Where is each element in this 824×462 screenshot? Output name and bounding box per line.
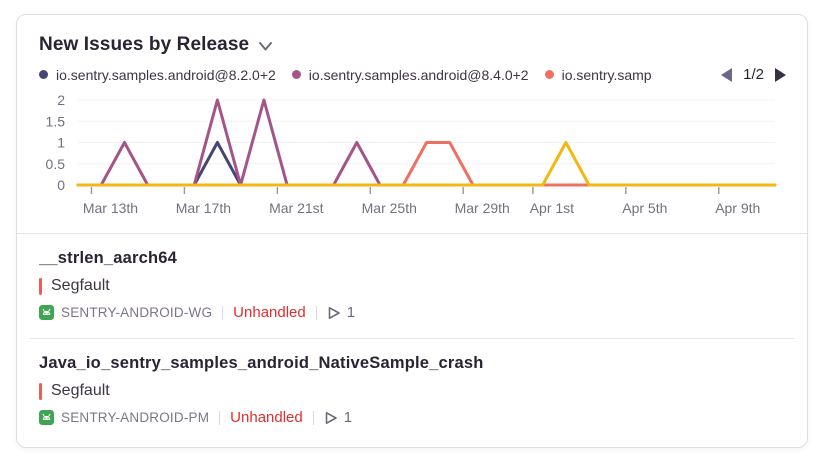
android-icon — [39, 410, 54, 425]
error-level-bar — [39, 277, 42, 295]
divider — [222, 305, 224, 320]
divider — [219, 410, 221, 425]
x-axis-tick-label: Mar 25th — [362, 200, 417, 216]
android-icon — [39, 305, 54, 320]
legend-series-label: io.sentry.samples.android@8.4.0+2 — [308, 66, 529, 83]
widget-title-row: New Issues by Release — [39, 34, 786, 56]
legend-item[interactable]: io.sentry.samples.android@8.2.0+2 — [39, 67, 276, 83]
issue-meta-row: SENTRY-ANDROID-WG Unhandled 1 — [39, 304, 785, 321]
project-slug[interactable]: SENTRY-ANDROID-PM — [61, 410, 210, 425]
issue-row[interactable]: Java_io_sentry_samples_android_NativeSam… — [17, 339, 807, 443]
y-axis-tick-label: 0 — [57, 177, 65, 193]
x-axis-tick-label: Apr 1st — [530, 200, 574, 216]
issue-subtitle-row: Segfault — [39, 382, 785, 400]
legend-items: io.sentry.samples.android@8.2.0+2 io.sen… — [39, 67, 711, 83]
legend-series-dot — [291, 70, 301, 79]
project-slug[interactable]: SENTRY-ANDROID-WG — [61, 305, 213, 320]
issues-list: __strlen_aarch64 Segfault SENTRY-ANDROID… — [17, 234, 807, 447]
issue-row[interactable]: __strlen_aarch64 Segfault SENTRY-ANDROID… — [17, 234, 807, 338]
divider — [17, 233, 807, 234]
chart-legend: io.sentry.samples.android@8.2.0+2 io.sen… — [39, 66, 786, 83]
widget-title[interactable]: New Issues by Release — [39, 34, 250, 55]
issue-type: Segfault — [51, 277, 110, 294]
x-axis-tick-label: Mar 17th — [176, 200, 231, 216]
y-axis-tick-label: 2 — [57, 92, 65, 108]
widget-header: New Issues by Release io.sentry.samples.… — [39, 34, 786, 83]
events-count: 1 — [346, 304, 356, 321]
issue-title[interactable]: Java_io_sentry_samples_android_NativeSam… — [39, 354, 484, 372]
x-axis-tick-label: Mar 13th — [83, 200, 138, 216]
divider — [315, 305, 317, 320]
issue-meta-row: SENTRY-ANDROID-PM Unhandled 1 — [39, 409, 785, 426]
events-count-icon — [325, 411, 337, 424]
new-issues-line-chart[interactable]: 0 0.5 1 1.5 2 Mar 13th Mar 17th Mar 21st Mar 25t… — [17, 90, 807, 230]
legend-next-icon[interactable] — [775, 67, 786, 82]
unhandled-badge: Unhandled — [230, 409, 303, 426]
issue-subtitle-row: Segfault — [39, 277, 785, 295]
issue-title[interactable]: __strlen_aarch64 — [39, 249, 178, 267]
legend-series-label: io.sentry.samp — [561, 66, 652, 83]
y-axis-tick-label: 0.5 — [46, 156, 66, 172]
chart-series-line — [76, 141, 777, 187]
legend-item[interactable]: io.sentry.samp — [544, 66, 652, 83]
events-count: 1 — [343, 409, 353, 426]
y-axis-tick-label: 1.5 — [46, 113, 66, 129]
y-axis-tick-label: 1 — [57, 135, 65, 151]
new-issues-widget-card: New Issues by Release io.sentry.samples.… — [16, 14, 808, 448]
events-count-icon — [328, 306, 340, 319]
x-axis-tick-label: Mar 29th — [455, 200, 510, 216]
legend-item[interactable]: io.sentry.samples.android@8.4.0+2 — [291, 66, 529, 83]
legend-series-dot — [544, 70, 554, 79]
x-axis-tick-label: Apr 5th — [622, 200, 667, 216]
issue-type: Segfault — [51, 382, 110, 399]
legend-page-indicator: 1/2 — [743, 66, 764, 83]
unhandled-badge: Unhandled — [233, 304, 306, 321]
x-axis-tick-label: Mar 21st — [269, 200, 324, 216]
x-axis-tick-label: Apr 9th — [715, 200, 760, 216]
legend-series-dot — [39, 70, 48, 79]
legend-pagination: 1/2 — [721, 66, 786, 83]
divider — [312, 410, 314, 425]
legend-series-label: io.sentry.samples.android@8.2.0+2 — [56, 66, 276, 83]
legend-prev-icon[interactable] — [721, 67, 733, 82]
error-level-bar — [39, 382, 42, 400]
chevron-down-icon[interactable] — [258, 41, 273, 52]
divider — [29, 338, 795, 339]
